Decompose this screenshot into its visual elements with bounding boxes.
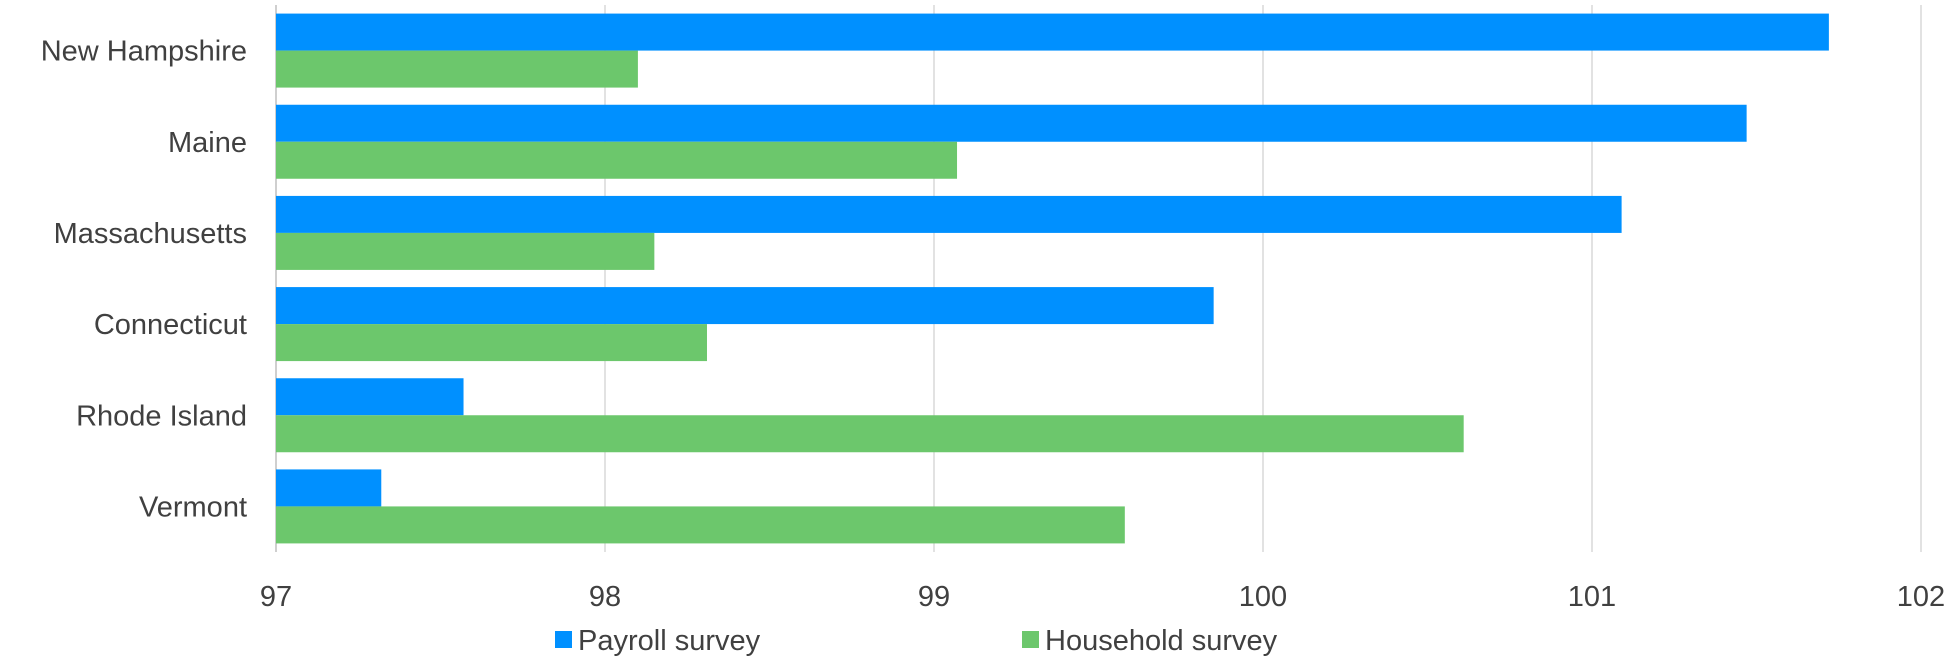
bar-maine-payroll-survey [276, 104, 1747, 142]
bar-maine-household-survey [276, 141, 958, 179]
category-label: Massachusetts [54, 218, 247, 250]
category-label: New Hampshire [41, 36, 247, 68]
bar-massachusetts-household-survey [276, 232, 655, 270]
category-labels: New Hampshire Maine Massachusetts Connectic… [41, 36, 247, 524]
category-label: Rhode Island [76, 400, 247, 432]
category-label: Maine [168, 127, 247, 159]
legend-swatch-payroll-survey [555, 631, 572, 648]
legend-swatch-household-survey [1022, 631, 1039, 648]
bar-connecticut-household-survey [276, 324, 707, 362]
legend: Payroll survey Household survey [555, 625, 1278, 657]
bar-new-hampshire-payroll-survey [276, 13, 1829, 51]
x-tick-labels: 97 98 99 100 101 102 [260, 581, 1945, 613]
bar-rhode-island-payroll-survey [276, 378, 464, 416]
legend-label: Payroll survey [578, 625, 761, 657]
x-tick-label: 98 [589, 581, 621, 613]
category-label: Vermont [139, 491, 247, 523]
x-tick-label: 97 [260, 581, 292, 613]
bar-connecticut-payroll-survey [276, 287, 1214, 325]
bars [276, 13, 1829, 544]
legend-label: Household survey [1045, 625, 1278, 657]
category-label: Connecticut [94, 309, 247, 341]
bar-massachusetts-payroll-survey [276, 195, 1622, 233]
x-tick-label: 101 [1568, 581, 1616, 613]
x-tick-label: 99 [918, 581, 950, 613]
bar-vermont-household-survey [276, 506, 1125, 544]
x-tick-label: 100 [1239, 581, 1287, 613]
bar-vermont-payroll-survey [276, 469, 382, 507]
bar-rhode-island-household-survey [276, 415, 1464, 453]
x-tick-label: 102 [1897, 581, 1945, 613]
gridlines [275, 5, 1922, 552]
bar-new-hampshire-household-survey [276, 50, 638, 88]
